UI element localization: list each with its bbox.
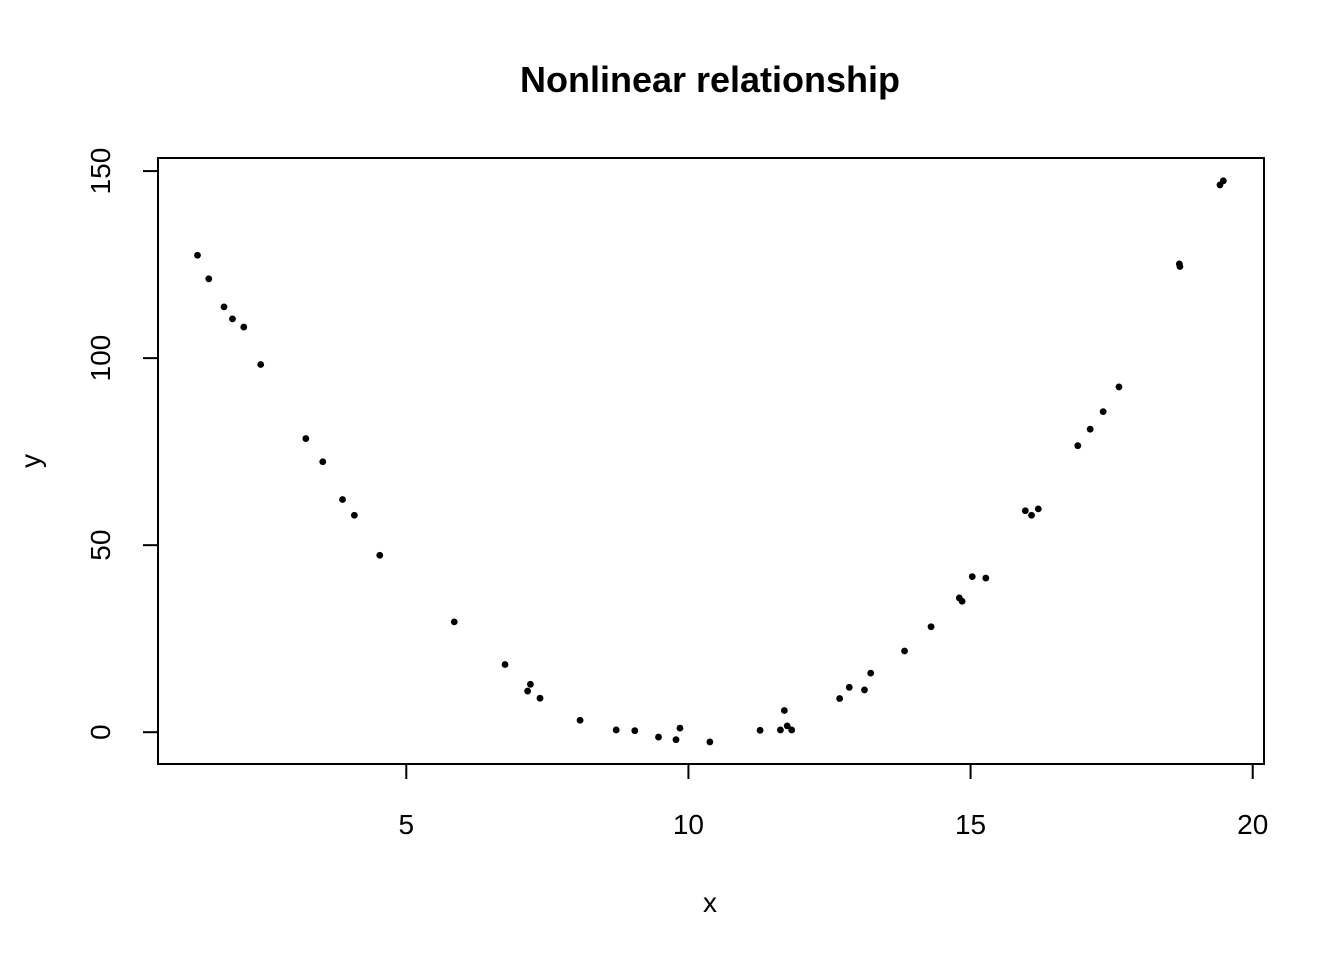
data-point: [756, 726, 764, 734]
data-point: [1115, 383, 1123, 391]
data-point: [536, 694, 544, 702]
data-point: [676, 724, 684, 732]
y-axis: 0 50 100 150: [85, 148, 159, 740]
data-point: [1176, 263, 1184, 270]
y-tick-label: 150: [85, 148, 116, 195]
data-point: [982, 574, 990, 582]
data-point: [1034, 505, 1042, 513]
x-axis-label: x: [703, 887, 717, 918]
data-point: [302, 435, 310, 442]
data-point: [319, 458, 327, 466]
data-point: [788, 726, 796, 734]
data-point: [1021, 507, 1029, 515]
data-point: [1086, 425, 1094, 433]
data-point: [501, 661, 509, 668]
data-point: [901, 647, 908, 655]
data-points: [194, 177, 1227, 746]
data-point: [220, 303, 228, 311]
data-point: [524, 687, 532, 695]
data-point: [257, 361, 265, 368]
data-point: [450, 618, 458, 626]
x-tick-label: 20: [1237, 809, 1268, 840]
data-point: [1099, 408, 1107, 416]
data-point: [612, 726, 620, 734]
data-point: [240, 323, 248, 331]
x-axis: 5 10 15 20: [398, 763, 1268, 840]
data-point: [527, 680, 534, 688]
data-point: [229, 315, 236, 323]
data-point: [376, 551, 384, 559]
data-point: [706, 738, 714, 746]
data-point: [968, 573, 976, 580]
data-point: [655, 733, 662, 741]
y-tick-label: 0: [85, 724, 116, 740]
data-point: [205, 275, 213, 283]
data-point: [631, 727, 639, 735]
y-tick-label: 50: [85, 530, 116, 561]
y-tick-label: 100: [85, 335, 116, 382]
data-point: [194, 251, 201, 259]
data-point: [845, 683, 853, 691]
data-point: [339, 496, 346, 503]
data-point: [1219, 177, 1227, 185]
chart-title: Nonlinear relationship: [520, 59, 900, 100]
data-point: [672, 736, 680, 744]
data-point: [777, 726, 784, 734]
x-tick-label: 10: [673, 809, 704, 840]
data-point: [783, 722, 791, 730]
data-point: [927, 623, 935, 631]
data-point: [576, 716, 584, 724]
data-point: [1028, 511, 1035, 519]
x-tick-label: 5: [398, 809, 414, 840]
data-point: [836, 695, 844, 702]
data-point: [350, 511, 358, 519]
data-point: [958, 597, 966, 605]
data-point: [780, 707, 788, 714]
data-point: [861, 686, 868, 694]
data-point: [867, 669, 875, 677]
data-point: [1074, 442, 1082, 450]
y-axis-label: y: [15, 454, 46, 468]
x-tick-label: 15: [955, 809, 986, 840]
